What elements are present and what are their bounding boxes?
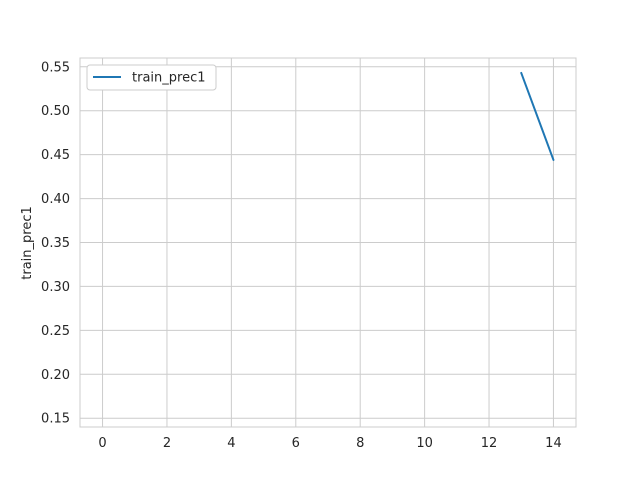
x-tick-label: 4 — [227, 436, 235, 451]
y-tick-label: 0.30 — [41, 280, 70, 295]
legend: train_prec1 — [86, 64, 217, 91]
legend-box — [86, 64, 217, 91]
x-tick-label: 6 — [292, 436, 300, 451]
x-tick-label: 12 — [481, 436, 498, 451]
series-layer — [520, 71, 555, 161]
x-tick-label: 14 — [545, 436, 562, 451]
y-tick-label: 0.50 — [41, 104, 70, 119]
plot-frame — [79, 57, 577, 428]
series-line-train-prec1 — [520, 71, 555, 161]
y-tick-label: 0.55 — [41, 60, 70, 75]
x-tick-label: 0 — [98, 436, 106, 451]
y-axis-label: train_prec1 — [20, 206, 35, 280]
y-tick-labels: 0.15 0.20 0.25 0.30 0.35 0.40 0.45 0.50 0.55 — [41, 60, 70, 426]
y-tick-label: 0.25 — [41, 324, 70, 339]
y-tick-label: 0.40 — [41, 192, 70, 207]
legend-label-train-prec1: train_prec1 — [132, 71, 206, 86]
x-tick-label: 10 — [416, 436, 433, 451]
x-tick-label: 8 — [356, 436, 364, 451]
y-tick-label: 0.45 — [41, 148, 70, 163]
y-tick-label: 0.35 — [41, 236, 70, 251]
y-tick-label: 0.20 — [41, 368, 70, 383]
x-tick-label: 2 — [163, 436, 171, 451]
grid-lines — [80, 58, 576, 427]
y-tick-label: 0.15 — [41, 412, 70, 427]
x-tick-labels: 0 2 4 6 8 10 12 14 — [98, 436, 561, 451]
